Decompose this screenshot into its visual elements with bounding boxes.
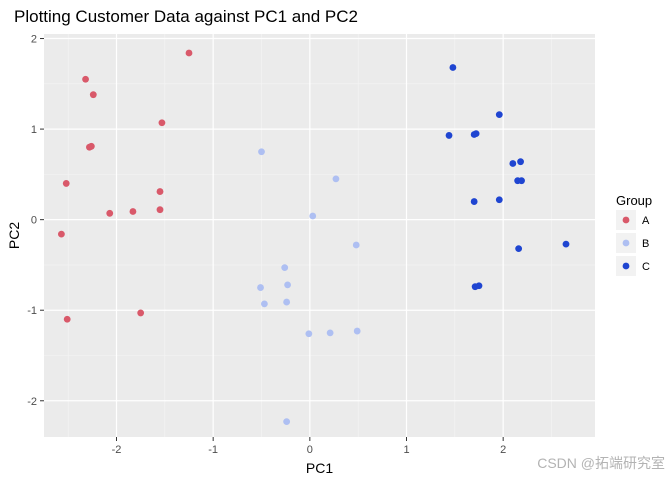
x-tick-label: 2: [500, 444, 506, 456]
data-point-group-b: [258, 148, 265, 156]
watermark-text: CSDN @拓端研究室: [537, 455, 665, 471]
y-tick-label: 2: [31, 34, 37, 46]
data-point-group-b: [284, 281, 291, 289]
legend-label-b: B: [642, 238, 649, 250]
data-point-group-c: [517, 158, 524, 166]
data-point-group-a: [87, 142, 95, 150]
y-tick-label: 1: [31, 124, 37, 136]
data-point-group-b: [309, 212, 317, 220]
data-point-group-c: [475, 282, 483, 290]
data-points: [58, 49, 570, 426]
legend-label-a: A: [642, 215, 650, 227]
data-point-group-b: [353, 327, 361, 335]
data-point-group-b: [283, 418, 291, 426]
data-point-group-b: [257, 284, 264, 291]
data-point-group-b: [305, 330, 313, 338]
legend-key-c: [622, 262, 630, 270]
x-tick-label: -1: [208, 444, 218, 456]
legend-label-c: C: [642, 261, 650, 273]
y-tick-label: -1: [27, 305, 37, 317]
plot-panel: [44, 34, 595, 437]
data-point-group-c: [470, 198, 478, 205]
legend-key-a: [622, 216, 630, 224]
data-point-group-a: [156, 206, 164, 214]
axis-ticks: -2 -1 0 1 2 -2 -1 0 1 2: [27, 34, 506, 456]
legend: Group ABC: [616, 193, 652, 276]
data-point-group-a: [156, 188, 164, 195]
x-tick-label: 0: [307, 444, 313, 456]
chart-title: Plotting Customer Data against PC1 and P…: [14, 7, 358, 26]
data-point-group-c: [445, 132, 453, 139]
data-point-group-b: [281, 264, 289, 272]
data-point-group-c: [509, 160, 517, 167]
data-point-group-c: [518, 177, 525, 185]
data-point-group-a: [129, 208, 137, 215]
data-point-group-a: [185, 49, 193, 57]
data-point-group-a: [89, 91, 97, 99]
data-point-group-b: [283, 298, 291, 306]
data-point-group-b: [332, 175, 340, 183]
legend-key-b: [622, 239, 630, 247]
data-point-group-a: [58, 230, 65, 238]
legend-title: Group: [616, 193, 652, 208]
data-point-group-c: [472, 130, 480, 138]
data-point-group-a: [158, 119, 166, 127]
data-point-group-c: [515, 245, 523, 253]
x-tick-label: 1: [403, 444, 409, 456]
data-point-group-b: [352, 241, 360, 249]
x-axis-title: PC1: [306, 460, 333, 476]
data-point-group-a: [63, 315, 71, 323]
y-tick-label: 0: [31, 215, 37, 227]
data-point-group-c: [495, 111, 503, 118]
data-point-group-c: [449, 64, 457, 71]
data-point-group-b: [261, 300, 268, 308]
data-point-group-a: [137, 309, 145, 317]
data-point-group-a: [106, 209, 114, 217]
grid-lines: [44, 34, 595, 437]
y-tick-label: -2: [27, 396, 37, 408]
y-axis-title: PC2: [6, 222, 22, 249]
x-tick-label: -2: [112, 444, 122, 456]
data-point-group-c: [562, 240, 570, 248]
data-point-group-a: [62, 180, 70, 187]
data-point-group-b: [326, 329, 334, 337]
data-point-group-a: [82, 75, 89, 83]
data-point-group-c: [495, 196, 503, 204]
